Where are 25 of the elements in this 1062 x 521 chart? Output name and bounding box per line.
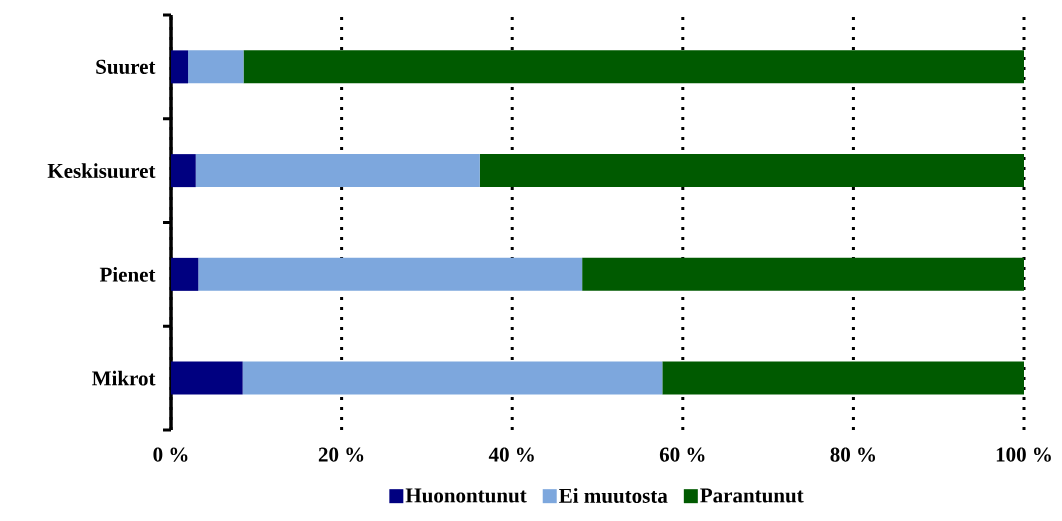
bar (582, 257, 1024, 291)
bar (171, 154, 196, 188)
x-tick-label: 100 % (996, 447, 1051, 462)
y-tick-label: Pienet (99, 266, 156, 282)
legend-label: Ei muutosta (559, 488, 668, 503)
bar (662, 361, 1024, 395)
bar (171, 361, 243, 395)
bar (243, 50, 1024, 84)
bar (479, 154, 1024, 188)
bar (195, 154, 480, 188)
bar (242, 361, 663, 395)
legend-label: Huonontunut (405, 488, 527, 503)
y-tick-label: Mikrot (92, 370, 156, 386)
x-tick-label: 60 % (659, 447, 705, 462)
x-tick-label: 20 % (318, 447, 364, 462)
y-tick-label: Keskisuuret (47, 163, 156, 179)
x-tick-label: 0 % (153, 447, 188, 462)
y-tick-label: Suuret (96, 59, 156, 74)
legend-label: Parantunut (700, 488, 804, 503)
bar (171, 50, 189, 84)
x-tick-label: 40 % (488, 447, 534, 462)
x-tick-label: 80 % (830, 447, 876, 462)
bar (171, 257, 199, 291)
bar (198, 257, 583, 291)
bar (188, 50, 244, 84)
